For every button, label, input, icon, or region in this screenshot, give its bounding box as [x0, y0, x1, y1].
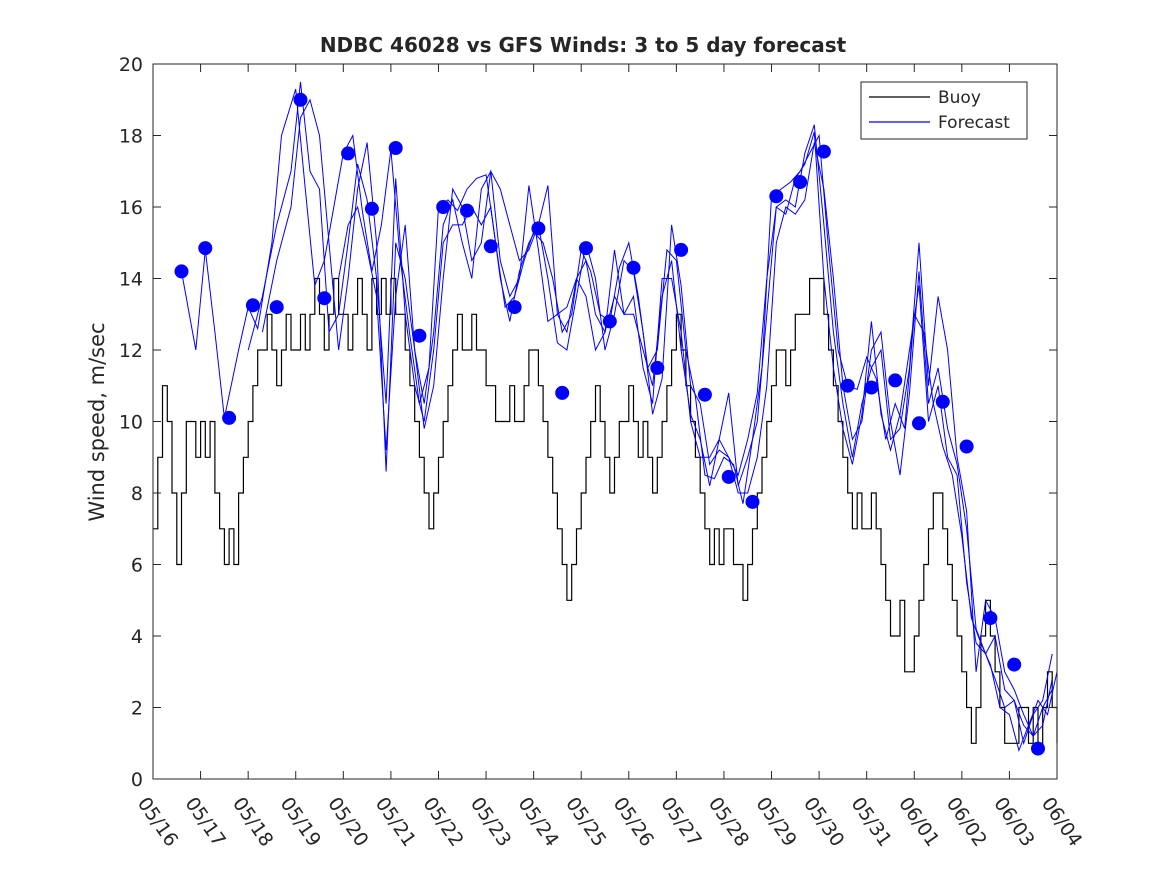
forecast-marker — [222, 410, 237, 425]
forecast-marker — [341, 146, 356, 161]
y-tick-label: 4 — [131, 626, 143, 648]
forecast-marker — [364, 201, 379, 216]
forecast-series-line-4 — [338, 131, 1053, 746]
marker-layer — [174, 92, 1045, 756]
y-tick-label: 10 — [119, 412, 143, 434]
forecast-marker — [983, 611, 998, 626]
y-tick-label: 2 — [131, 698, 143, 720]
forecast-marker — [174, 264, 189, 279]
forecast-marker — [674, 242, 689, 257]
forecast-marker — [531, 221, 546, 236]
forecast-marker — [816, 144, 831, 159]
y-tick-label: 6 — [131, 555, 143, 577]
forecast-marker — [269, 300, 284, 315]
y-tick-label: 18 — [119, 126, 143, 148]
buoy-series-line — [153, 277, 1058, 744]
forecast-marker — [935, 394, 950, 409]
y-axis-label: Wind speed, m/sec — [85, 322, 109, 521]
forecast-marker — [864, 380, 879, 395]
forecast-marker — [745, 494, 760, 509]
forecast-marker — [198, 241, 213, 256]
y-tick-label: 16 — [119, 197, 143, 219]
legend-buoy-label: Buoy — [938, 88, 981, 108]
legend: Buoy Forecast — [860, 81, 1028, 140]
forecast-marker — [888, 373, 903, 388]
forecast-marker — [840, 378, 855, 393]
y-tick-label: 14 — [119, 269, 143, 291]
forecast-marker — [245, 298, 260, 313]
forecast-marker — [388, 141, 403, 155]
series-layer — [153, 81, 1058, 753]
legend-box — [860, 81, 1028, 140]
y-tick-label: 0 — [131, 769, 143, 791]
forecast-marker — [412, 328, 427, 343]
forecast-marker — [769, 189, 784, 204]
forecast-marker — [1007, 657, 1022, 672]
forecast-marker — [1031, 741, 1045, 756]
forecast-marker — [460, 203, 474, 218]
forecast-marker — [626, 260, 641, 275]
forecast-marker — [721, 469, 736, 484]
forecast-marker — [436, 200, 451, 214]
forecast-marker — [293, 92, 308, 107]
y-tick-label: 20 — [119, 54, 143, 76]
forecast-series-line-3 — [261, 98, 1053, 738]
forecast-marker — [317, 291, 332, 306]
forecast-marker — [697, 387, 712, 402]
chart-title: NDBC 46028 vs GFS Winds: 3 to 5 day fore… — [320, 33, 847, 57]
forecast-marker — [793, 175, 808, 189]
legend-forecast-label: Forecast — [938, 113, 1010, 133]
forecast-marker — [507, 300, 522, 315]
forecast-marker — [579, 241, 593, 256]
forecast-marker — [483, 239, 498, 254]
forecast-series-line-2 — [247, 81, 1053, 738]
y-tick-label: 12 — [119, 340, 143, 362]
y-tick-label: 8 — [131, 483, 143, 505]
tick-layer — [152, 63, 1058, 780]
forecast-marker — [650, 360, 665, 375]
forecast-marker — [959, 439, 974, 454]
forecast-marker — [912, 416, 926, 431]
forecast-marker — [555, 385, 570, 400]
forecast-marker — [602, 314, 617, 329]
